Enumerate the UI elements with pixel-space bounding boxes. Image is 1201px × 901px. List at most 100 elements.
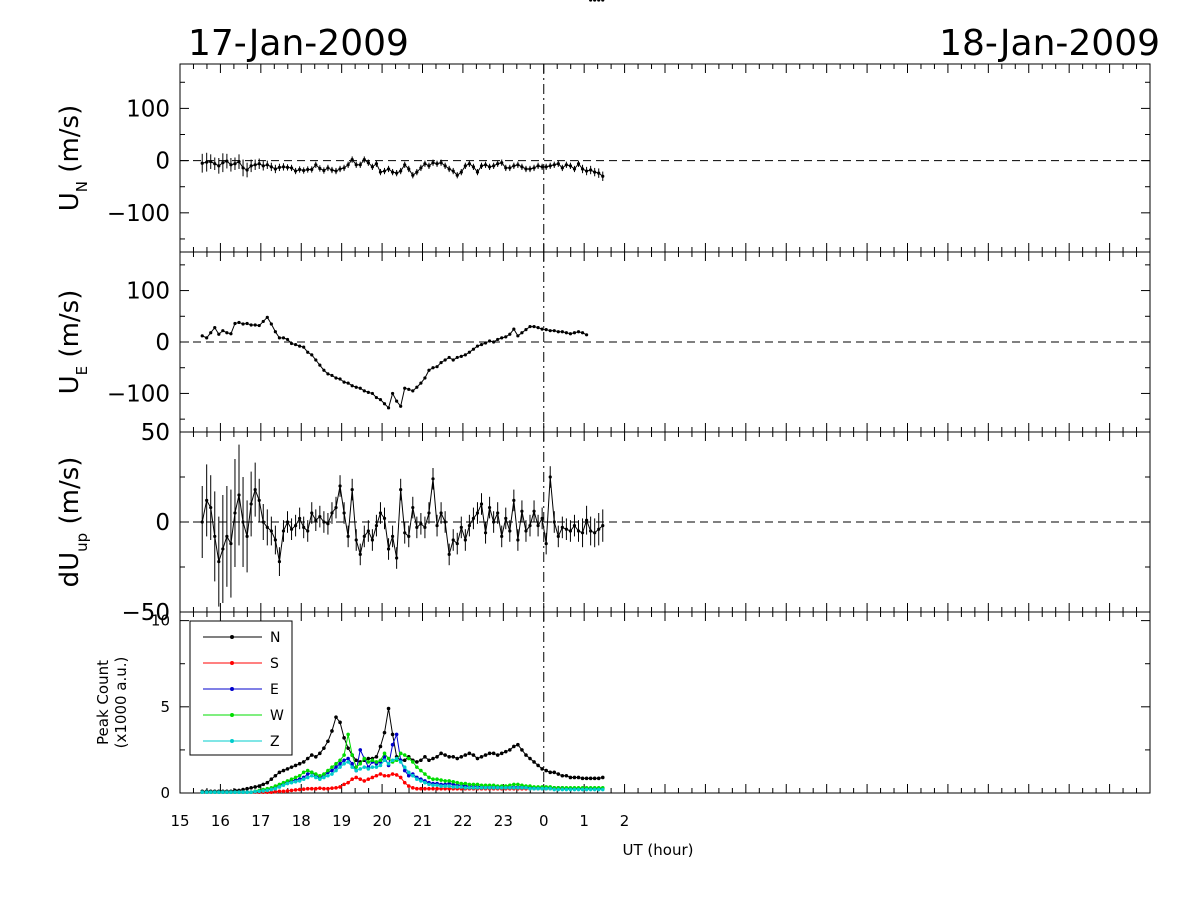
data-point: [459, 525, 463, 530]
data-point: [556, 534, 560, 539]
data-point: [439, 784, 443, 788]
data-point: [451, 538, 455, 542]
data-point: [431, 366, 435, 370]
data-point: [366, 161, 370, 165]
data-point: [403, 163, 407, 167]
panel-dup: −50 0 50 dUup (m/s): [55, 420, 1151, 626]
data-point: [447, 786, 451, 791]
y-axis-label: UN (m/s): [55, 105, 91, 211]
data-point: [338, 484, 342, 488]
y-axis-label-main: U: [55, 375, 85, 394]
data-point: [221, 790, 225, 794]
data-point: [386, 761, 391, 766]
data-point: [330, 168, 334, 172]
panel-un: −100 0 100 UN (m/s): [55, 63, 1151, 253]
data-point: [229, 332, 233, 336]
data-point: [552, 787, 557, 792]
data-point: [447, 552, 451, 557]
data-point: [265, 315, 269, 319]
y-axis-label-main: U: [55, 192, 85, 211]
data-point: [293, 169, 298, 173]
data-point: [589, 0, 593, 2]
data-point: [402, 753, 407, 757]
data-point: [386, 773, 391, 778]
data-point: [386, 406, 391, 410]
data-point: [257, 784, 262, 788]
data-point: [338, 785, 342, 789]
data-point: [370, 165, 374, 169]
data-point: [362, 779, 367, 783]
data-point: [293, 342, 298, 347]
data-point: [552, 770, 557, 775]
data-point: [346, 760, 350, 764]
data-point: [350, 753, 354, 757]
data-point: [354, 163, 358, 167]
data-point: [330, 373, 334, 378]
data-point: [435, 365, 439, 369]
data-point: [289, 527, 294, 531]
data-point: [318, 773, 322, 778]
data-point: [451, 755, 456, 759]
data-point: [435, 755, 439, 759]
data-point: [479, 755, 484, 759]
data-point: [298, 516, 302, 521]
data-point: [491, 786, 496, 790]
data-point: [427, 164, 431, 168]
data-point: [285, 520, 290, 524]
data-point: [273, 784, 278, 788]
data-point: [305, 772, 310, 776]
data-point: [269, 165, 273, 169]
data-point: [322, 368, 326, 372]
data-point: [269, 322, 273, 326]
data-point: [447, 779, 451, 783]
data-point: [532, 166, 536, 170]
data-point: [362, 756, 367, 761]
data-point: [415, 760, 419, 764]
data-point: [309, 786, 314, 791]
data-point: [568, 332, 573, 336]
data-point: [241, 322, 245, 326]
data-point: [261, 789, 266, 793]
data-point: [483, 786, 488, 790]
data-point: [423, 525, 427, 530]
data-point: [334, 786, 338, 790]
data-point: [540, 327, 544, 331]
data-point: [516, 742, 520, 747]
data-point: [427, 775, 431, 780]
data-point: [411, 786, 415, 790]
data-point: [322, 786, 326, 791]
data-point: [467, 786, 472, 790]
data-point: [455, 756, 460, 761]
data-point: [318, 363, 322, 367]
data-point: [572, 331, 577, 335]
data-point: [443, 784, 447, 788]
data-point: [496, 511, 500, 515]
data-point: [471, 165, 476, 169]
data-point: [520, 165, 524, 169]
data-point: [301, 770, 306, 775]
data-point: [326, 166, 330, 170]
data-point: [532, 786, 536, 791]
data-point: [241, 790, 245, 794]
data-point: [451, 358, 455, 362]
data-point: [297, 787, 302, 792]
data-point: [597, 527, 601, 531]
data-point: [516, 334, 520, 338]
data-point: [306, 167, 310, 172]
data-point: [358, 163, 362, 167]
data-point: [427, 511, 431, 515]
data-point: [330, 786, 334, 790]
data-point: [487, 786, 492, 790]
series-line-ue: [202, 316, 587, 409]
data-point: [289, 166, 294, 170]
data-point: [362, 157, 366, 162]
data-point: [354, 385, 358, 389]
x-tick-label: 23: [494, 812, 513, 830]
data-point: [447, 355, 451, 360]
data-point: [326, 372, 330, 376]
data-point: [431, 786, 435, 791]
data-point: [298, 344, 302, 348]
data-point: [354, 758, 359, 763]
data-point: [362, 765, 367, 769]
